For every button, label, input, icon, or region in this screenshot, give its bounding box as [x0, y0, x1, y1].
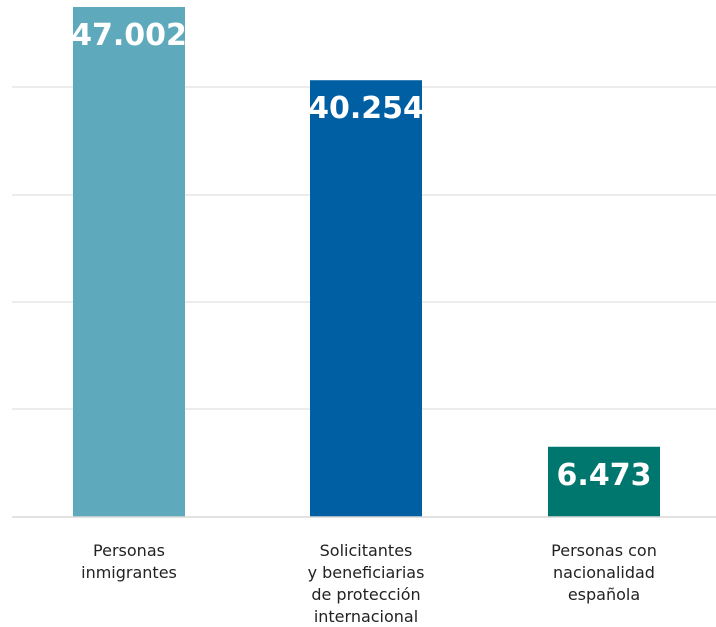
value-label-1: 47.002: [71, 18, 187, 53]
category-label-2: Solicitantes y beneficiarias de protección…: [308, 541, 425, 626]
category-label-1: Personas inmigrantes: [81, 541, 177, 582]
bar-1: [73, 7, 185, 517]
bar-3: [548, 446, 660, 517]
bar-2: [310, 80, 422, 518]
value-label-3: 6.473: [557, 458, 652, 493]
value-label-2: 40.254: [308, 91, 424, 126]
category-label-3: Personas con nacionalidad española: [551, 541, 657, 604]
